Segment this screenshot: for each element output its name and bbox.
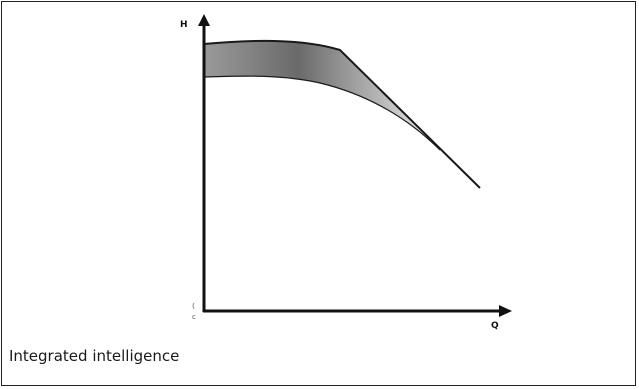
origin-label: c	[192, 313, 196, 321]
operating-range-band	[204, 40, 440, 150]
y-axis-label: H	[180, 20, 188, 30]
origin-tick	[192, 302, 195, 310]
x-axis-label: Q	[491, 321, 499, 331]
max-curve	[203, 39, 481, 189]
min-curve	[203, 75, 441, 151]
y-axis-arrow	[198, 14, 210, 26]
x-axis-arrow	[499, 305, 512, 317]
figure-caption: Integrated intelligence	[9, 347, 180, 365]
